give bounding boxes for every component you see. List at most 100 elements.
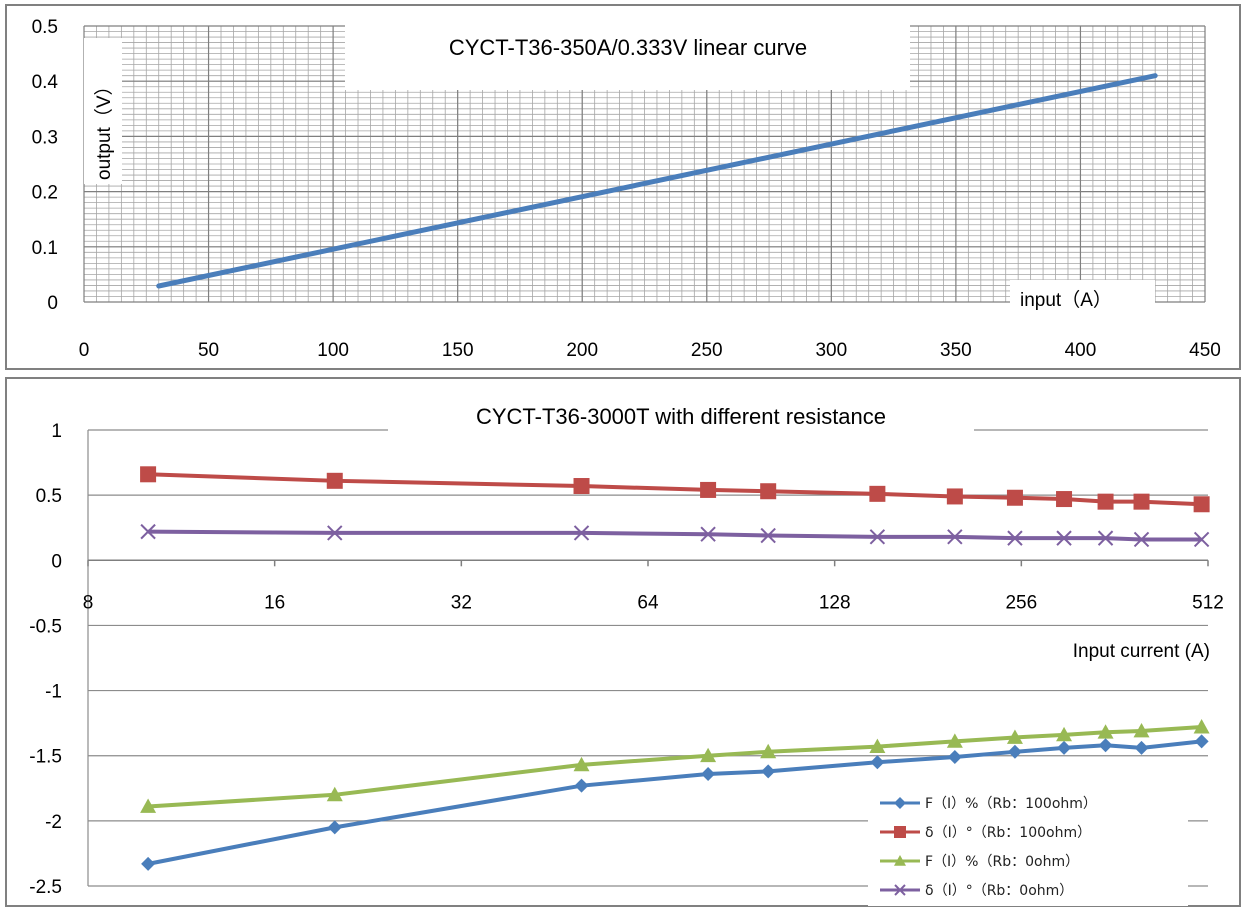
chart2-title-backdrop bbox=[388, 398, 974, 438]
chart1-title: CYCT-T36-350A/0.333V linear curve bbox=[449, 35, 807, 60]
y-tick-label: 1 bbox=[51, 421, 62, 442]
x-tick-label: 8 bbox=[83, 592, 94, 613]
chart1-x-axis-label: input（A） bbox=[1020, 289, 1112, 311]
x-tick-label: 0 bbox=[79, 340, 90, 361]
legend-entry-label: δ（I）°（Rb：0ohm） bbox=[925, 883, 1073, 899]
data-point-marker bbox=[700, 747, 717, 763]
data-point-marker bbox=[1193, 719, 1210, 734]
y-tick-label: 0.1 bbox=[32, 238, 58, 259]
data-point-marker bbox=[1193, 531, 1210, 548]
data-point-marker bbox=[1097, 493, 1114, 510]
data-point-marker bbox=[894, 826, 906, 838]
series-line bbox=[156, 73, 1158, 289]
data-point-marker bbox=[701, 766, 716, 781]
chart2-x-axis-label: Input current (A) bbox=[1073, 641, 1210, 662]
chart2-legend: F（I）%（Rb：100ohm） δ（I）°（Rb：100ohm） F（I）%（Rb… bbox=[868, 788, 1188, 906]
data-point-marker bbox=[869, 738, 886, 753]
chart1-ylabel-backdrop bbox=[84, 38, 122, 184]
chart2-title: CYCT-T36-3000T with different resistance bbox=[476, 404, 886, 429]
x-tick-label: 512 bbox=[1192, 592, 1224, 613]
data-point-marker bbox=[1056, 530, 1072, 546]
data-point-marker bbox=[870, 755, 885, 770]
legend-entry-label: F（I）%（Rb：0ohm） bbox=[925, 854, 1079, 870]
data-point-marker bbox=[1057, 740, 1072, 755]
data-point-marker bbox=[574, 778, 589, 793]
data-point-marker bbox=[1193, 496, 1210, 513]
data-point-marker bbox=[760, 483, 777, 500]
y-tick-label: 0 bbox=[51, 551, 62, 572]
data-point-marker bbox=[894, 884, 906, 896]
data-point-marker bbox=[140, 523, 156, 540]
data-point-marker bbox=[947, 750, 962, 765]
data-point-marker bbox=[140, 466, 157, 483]
x-tick-label: 250 bbox=[691, 340, 723, 361]
chart2-tick-labels: 8 16 32 64 128 256 512 1 0.5 0 -0.5 -1 -1.5 -2 -2.5 bbox=[29, 421, 1224, 898]
y-tick-label: 0 bbox=[47, 293, 58, 314]
x-tick-label: 16 bbox=[264, 592, 285, 613]
x-tick-label: 400 bbox=[1065, 340, 1097, 361]
data-point-marker bbox=[1098, 738, 1113, 753]
y-tick-label: -2.5 bbox=[29, 877, 62, 898]
x-tick-label: 300 bbox=[815, 340, 847, 361]
y-tick-label: 0.4 bbox=[32, 72, 59, 93]
data-point-marker bbox=[573, 525, 590, 541]
data-point-marker bbox=[327, 525, 343, 541]
data-point-marker bbox=[1097, 530, 1114, 546]
chart1-xlabel-backdrop bbox=[1010, 280, 1155, 316]
legend-entry-label: F（I）%（Rb：100ohm） bbox=[925, 796, 1097, 812]
x-tick-label: 450 bbox=[1189, 340, 1221, 361]
data-point-marker bbox=[1097, 724, 1114, 739]
data-point-marker bbox=[760, 743, 777, 759]
chart1-title-backdrop bbox=[345, 18, 910, 90]
data-point-marker bbox=[946, 733, 963, 748]
x-tick-label: 128 bbox=[819, 592, 851, 613]
data-point-marker bbox=[946, 488, 963, 505]
chart1-gridlines bbox=[83, 25, 1206, 303]
data-point-marker bbox=[327, 820, 342, 835]
data-point-marker bbox=[1194, 734, 1209, 749]
data-point-marker bbox=[947, 529, 963, 545]
x-tick-label: 64 bbox=[637, 592, 659, 613]
y-tick-label: -0.5 bbox=[29, 616, 62, 637]
series-line bbox=[148, 529, 1202, 542]
data-point-marker bbox=[1133, 722, 1150, 738]
data-point-marker bbox=[1134, 740, 1149, 755]
chart2-plot-area bbox=[140, 466, 1210, 871]
legend-entry-label: δ（I）°（Rb：100ohm） bbox=[925, 825, 1091, 841]
chart1-plot-area bbox=[156, 73, 1158, 289]
x-tick-label: 32 bbox=[451, 592, 472, 613]
chart1-tick-labels: 0 50 100 150 200 250 300 350 400 450 0 0.1 0.2 0.3 0.4… bbox=[32, 17, 1221, 361]
data-point-marker bbox=[1007, 530, 1023, 546]
x-tick-label: 256 bbox=[1005, 592, 1037, 613]
y-tick-label: -2 bbox=[45, 812, 62, 833]
data-point-marker bbox=[700, 481, 717, 498]
series-line bbox=[147, 725, 1202, 809]
data-point-marker bbox=[869, 485, 886, 502]
y-tick-label: 0.5 bbox=[36, 486, 62, 507]
data-point-marker bbox=[326, 472, 343, 489]
data-point-marker bbox=[760, 527, 776, 544]
data-point-marker bbox=[140, 798, 157, 813]
y-tick-label: 0.5 bbox=[32, 17, 58, 38]
x-tick-label: 100 bbox=[317, 340, 349, 361]
data-point-marker bbox=[1006, 729, 1023, 744]
x-tick-label: 350 bbox=[940, 340, 972, 361]
data-point-marker bbox=[761, 764, 776, 779]
data-point-marker bbox=[573, 756, 590, 772]
data-point-marker bbox=[573, 478, 590, 495]
chart1-y-axis-label: output（V） bbox=[93, 77, 115, 181]
data-point-marker bbox=[869, 529, 886, 545]
x-tick-label: 150 bbox=[442, 340, 474, 361]
data-point-marker bbox=[141, 856, 156, 871]
data-point-marker bbox=[700, 526, 716, 542]
x-tick-label: 200 bbox=[566, 340, 598, 361]
y-tick-label: -1 bbox=[45, 682, 62, 703]
data-point-marker bbox=[1133, 531, 1150, 548]
data-point-marker bbox=[1006, 489, 1023, 506]
x-tick-label: 50 bbox=[198, 340, 219, 361]
data-point-marker bbox=[894, 855, 906, 866]
data-point-marker bbox=[1133, 493, 1150, 510]
data-point-marker bbox=[894, 797, 906, 809]
data-point-marker bbox=[1007, 744, 1022, 759]
